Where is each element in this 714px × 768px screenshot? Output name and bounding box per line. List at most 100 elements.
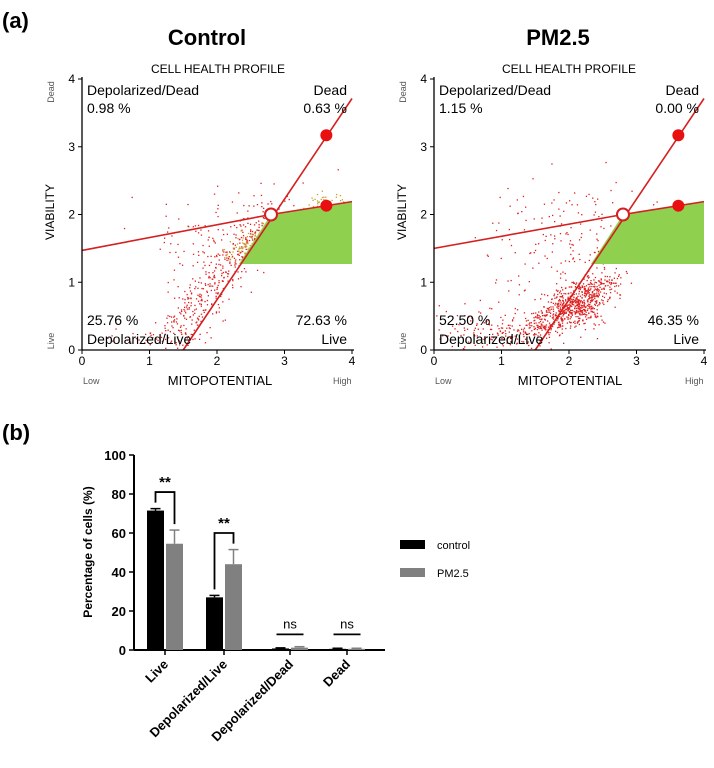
scatter-point bbox=[541, 217, 543, 219]
scatter-point bbox=[135, 337, 138, 340]
scatter-point bbox=[577, 301, 579, 304]
scatter-point bbox=[547, 320, 549, 322]
scatter-point bbox=[579, 308, 581, 310]
scatter-point bbox=[245, 244, 247, 246]
scatter-point bbox=[256, 269, 259, 271]
scatter-point bbox=[554, 297, 556, 299]
scatter-point bbox=[236, 243, 239, 245]
scatter-point bbox=[258, 226, 260, 228]
scatter-point bbox=[552, 214, 554, 217]
gate-handle[interactable] bbox=[672, 129, 685, 142]
scatter-point bbox=[200, 305, 202, 307]
scatter-point bbox=[177, 307, 179, 309]
scatter-point bbox=[194, 288, 196, 290]
scatter-point bbox=[587, 287, 590, 289]
scatter-point bbox=[543, 306, 545, 308]
scatter-point bbox=[237, 237, 239, 240]
scatter-point bbox=[240, 250, 243, 252]
scatter-point bbox=[258, 224, 260, 226]
scatter-point bbox=[542, 326, 544, 329]
scatter-point bbox=[589, 229, 591, 231]
scatter-point bbox=[557, 317, 559, 319]
scatter-point bbox=[258, 229, 260, 232]
bar-y-tick-label: 60 bbox=[112, 526, 126, 541]
scatter-point bbox=[601, 219, 603, 221]
gate-center-handle[interactable] bbox=[616, 207, 630, 222]
scatter-point bbox=[572, 309, 574, 312]
scatter-point bbox=[525, 333, 528, 335]
scatter-point bbox=[234, 244, 236, 246]
scatter-point bbox=[569, 240, 572, 242]
y-axis-label: VIABILITY bbox=[395, 184, 409, 240]
scatter-point bbox=[594, 281, 596, 283]
scatter-point bbox=[539, 318, 541, 320]
scatter-point bbox=[578, 323, 580, 326]
scatter-point bbox=[563, 301, 565, 304]
gate-handle[interactable] bbox=[672, 199, 685, 212]
scatter-point bbox=[213, 241, 215, 243]
scatter-point bbox=[192, 310, 194, 313]
scatter-point bbox=[477, 328, 479, 330]
scatter-point bbox=[260, 182, 262, 184]
scatter-point bbox=[214, 283, 216, 285]
scatter-point bbox=[312, 199, 314, 201]
gate-handle[interactable] bbox=[320, 199, 333, 212]
scatter-point bbox=[221, 275, 223, 277]
scatter-point bbox=[228, 256, 230, 258]
scatter-point bbox=[585, 294, 588, 296]
gate-center-handle[interactable] bbox=[264, 207, 278, 222]
scatter-point bbox=[579, 258, 581, 261]
scatter-point bbox=[571, 302, 573, 304]
scatter-point bbox=[593, 308, 595, 310]
scatter-point bbox=[569, 307, 571, 309]
scatter-point bbox=[594, 211, 597, 213]
scatter-point bbox=[571, 301, 573, 303]
scatter-point bbox=[248, 205, 250, 207]
scatter-point bbox=[567, 293, 569, 295]
scatter-point bbox=[514, 312, 516, 315]
scatter-point bbox=[228, 298, 230, 300]
scatter-point bbox=[601, 213, 603, 215]
scatter-point bbox=[222, 280, 224, 282]
scatter-point bbox=[157, 339, 159, 342]
scatter-point bbox=[600, 226, 602, 228]
scatter-point bbox=[551, 251, 553, 253]
scatter-point bbox=[231, 253, 233, 256]
scatter-point bbox=[554, 304, 556, 306]
scatter-point bbox=[597, 250, 600, 253]
scatter-point bbox=[486, 254, 489, 256]
scatter-point bbox=[303, 207, 305, 210]
scatter-point bbox=[170, 340, 173, 342]
scatter-point bbox=[604, 279, 606, 281]
scatter-point bbox=[595, 302, 598, 304]
scatter-point bbox=[589, 254, 591, 256]
scatter-point bbox=[522, 342, 524, 344]
scatter-point bbox=[566, 232, 568, 234]
scatter-point bbox=[572, 281, 574, 283]
scatter-point bbox=[321, 196, 324, 199]
scatter-point bbox=[232, 247, 234, 249]
x-high-label: High bbox=[333, 376, 352, 386]
gate-handle[interactable] bbox=[320, 129, 333, 142]
scatter-point bbox=[583, 288, 585, 291]
scatter-point bbox=[466, 328, 469, 330]
scatter-point bbox=[576, 204, 579, 206]
scatter-point bbox=[527, 341, 529, 343]
scatter-point bbox=[178, 297, 180, 299]
scatter-point bbox=[588, 307, 591, 309]
scatter-point bbox=[590, 311, 592, 313]
scatter-point bbox=[592, 307, 594, 309]
scatter-point bbox=[237, 271, 239, 273]
scatter-point bbox=[514, 307, 516, 310]
scatter-point bbox=[194, 312, 196, 314]
bar-pm25 bbox=[166, 543, 183, 650]
scatter-point bbox=[196, 324, 199, 326]
scatter-point bbox=[582, 285, 584, 287]
scatter-point bbox=[526, 324, 528, 326]
scatter-point bbox=[502, 331, 504, 334]
scatter-point bbox=[541, 312, 543, 314]
scatter-point bbox=[568, 321, 571, 323]
scatter-point bbox=[484, 336, 486, 338]
